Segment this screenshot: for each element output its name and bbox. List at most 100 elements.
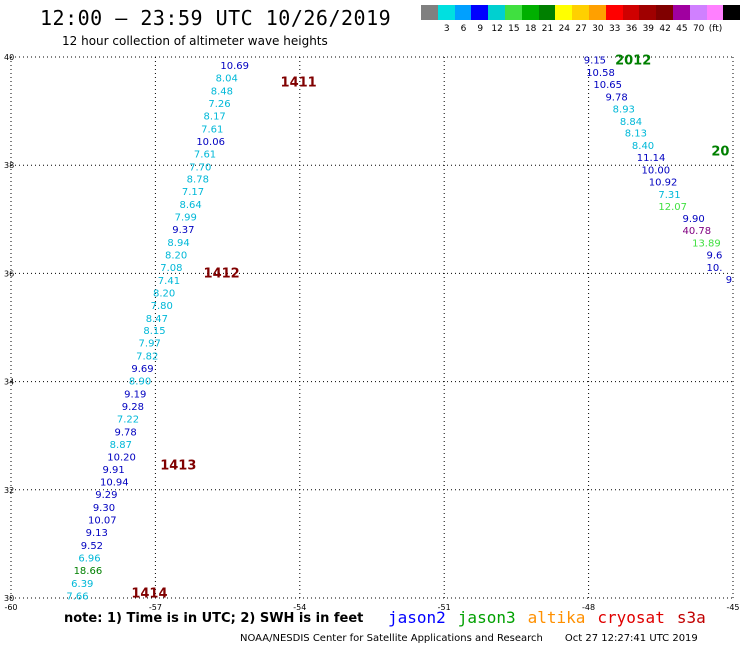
plot-marks: 10.698.048.487.268.177.6110.067.617.708.…: [66, 54, 732, 603]
wave-height-value: 10.58: [586, 68, 615, 79]
legend-swatch: [421, 5, 438, 20]
legend-swatch: [555, 5, 573, 20]
legend-label: 27: [575, 24, 587, 34]
wave-height-value: 9.78: [605, 92, 627, 103]
satellite-label: jason3: [457, 608, 516, 627]
pass-time-label: 20: [711, 145, 729, 160]
pass-time-label: 1412: [204, 266, 240, 281]
wave-height-value: 9.6: [707, 250, 723, 261]
legend-swatch: [572, 5, 590, 20]
legend-swatch: [706, 5, 724, 20]
wave-height-value: 9.29: [95, 490, 117, 501]
legend-swatch: [488, 5, 506, 20]
wave-height-value: 10.69: [220, 61, 249, 72]
wave-height-value: 7.61: [194, 149, 216, 160]
legend-swatch: [723, 5, 740, 20]
wave-height-value: 9.19: [124, 390, 146, 401]
y-tick-label: 30: [4, 594, 14, 603]
wave-height-value: 8.20: [165, 250, 187, 261]
wave-height-value: 8.90: [129, 377, 151, 388]
legend-swatch: [689, 5, 707, 20]
satellite-label: s3a: [676, 608, 706, 627]
y-tick-label: 38: [4, 161, 14, 170]
wave-height-value: 8.17: [204, 111, 226, 122]
x-tick-label: -45: [726, 603, 739, 612]
legend-label: 9: [477, 24, 484, 34]
wave-height-value: 7.26: [208, 99, 230, 110]
wave-height-value: 8.20: [153, 288, 175, 299]
y-tick-label: 40: [4, 53, 14, 62]
legend-swatch: [471, 5, 489, 20]
satellite-label: altika: [527, 608, 586, 627]
plot-grid: [10, 56, 734, 599]
legend-swatch: [521, 5, 539, 20]
wave-height-value: 9.13: [86, 528, 108, 539]
legend-label: 6: [460, 24, 467, 34]
wave-height-value: 12.07: [658, 202, 687, 213]
wave-height-value: 6.39: [71, 579, 93, 590]
satellite-label: jason2: [388, 608, 446, 627]
wave-height-value: 9.30: [93, 503, 115, 514]
wave-height-value: 7.97: [139, 339, 161, 350]
wave-height-value: 10.: [707, 263, 723, 274]
pass-time-label: 1411: [281, 75, 317, 90]
wave-height-value: 6.96: [78, 553, 100, 564]
wave-height-value: 10.20: [107, 452, 136, 463]
legend-label: 21: [541, 24, 554, 34]
legend-label: 12: [491, 24, 503, 34]
wave-height-value: 9.69: [131, 364, 153, 375]
wave-height-value: 8.13: [625, 129, 647, 140]
legend-label: 18: [524, 24, 537, 34]
wave-height-value: 8.94: [167, 238, 189, 249]
wave-height-value: 10.92: [649, 177, 678, 188]
wave-height-value: 10.94: [100, 478, 129, 489]
wave-height-value: 9.37: [172, 225, 194, 236]
wave-height-value: 10.00: [642, 166, 671, 177]
legend-swatch: [505, 5, 522, 20]
y-tick-label: 34: [4, 378, 14, 387]
wave-height-value: 9.91: [102, 465, 124, 476]
legend-swatch: [656, 5, 674, 20]
y-tick-label: 32: [4, 486, 14, 495]
legend-label: 70: [692, 24, 705, 34]
legend-swatch: [589, 5, 606, 20]
legend-label: 15: [508, 24, 520, 34]
wave-height-value: 7.22: [117, 414, 139, 425]
x-tick-label: -60: [4, 603, 17, 612]
wave-height-value: 9.78: [114, 427, 136, 438]
satellite-label: cryosat: [597, 608, 665, 627]
legend-swatch: [538, 5, 556, 20]
legend-label: 45: [676, 24, 688, 34]
footer-credit: NOAA/NESDIS Center for Satellite Applica…: [240, 633, 698, 644]
generation-timestamp: Oct 27 12:27:41 UTC 2019: [564, 633, 698, 644]
wave-height-value: 18.66: [74, 566, 103, 577]
wave-height-value: 8.87: [110, 440, 132, 451]
legend-label: 33: [608, 24, 621, 34]
wave-height-value: 9.52: [81, 541, 103, 552]
legend-swatch: [673, 5, 690, 20]
wave-height-value: 8.64: [179, 200, 201, 211]
wave-height-value: 9.28: [122, 402, 144, 413]
wave-height-value: 40.78: [682, 226, 711, 237]
pass-time-label: 1414: [131, 587, 167, 602]
wave-height-value: 9.90: [682, 214, 704, 225]
legend-swatch: [622, 5, 640, 20]
wave-height-value: 13.89: [692, 239, 721, 250]
wave-height-value: 7.99: [175, 213, 197, 224]
legend-swatch: [605, 5, 623, 20]
wave-height-value: 9: [726, 275, 732, 286]
wave-height-value: 10.06: [196, 137, 225, 148]
legend-label: 3: [443, 24, 450, 34]
legend-swatch: [454, 5, 472, 20]
wave-height-value: 7.41: [158, 276, 180, 287]
pass-time-label: 1413: [160, 458, 196, 473]
credit-text: NOAA/NESDIS Center for Satellite Applica…: [240, 633, 543, 644]
legend-swatch: [437, 5, 455, 20]
legend-swatch: [639, 5, 657, 20]
pass-time-label: 2012: [615, 54, 651, 69]
wave-height-value: 10.65: [593, 80, 622, 91]
wave-height-value: 7.70: [189, 162, 211, 173]
wave-height-value: 7.31: [658, 190, 680, 201]
